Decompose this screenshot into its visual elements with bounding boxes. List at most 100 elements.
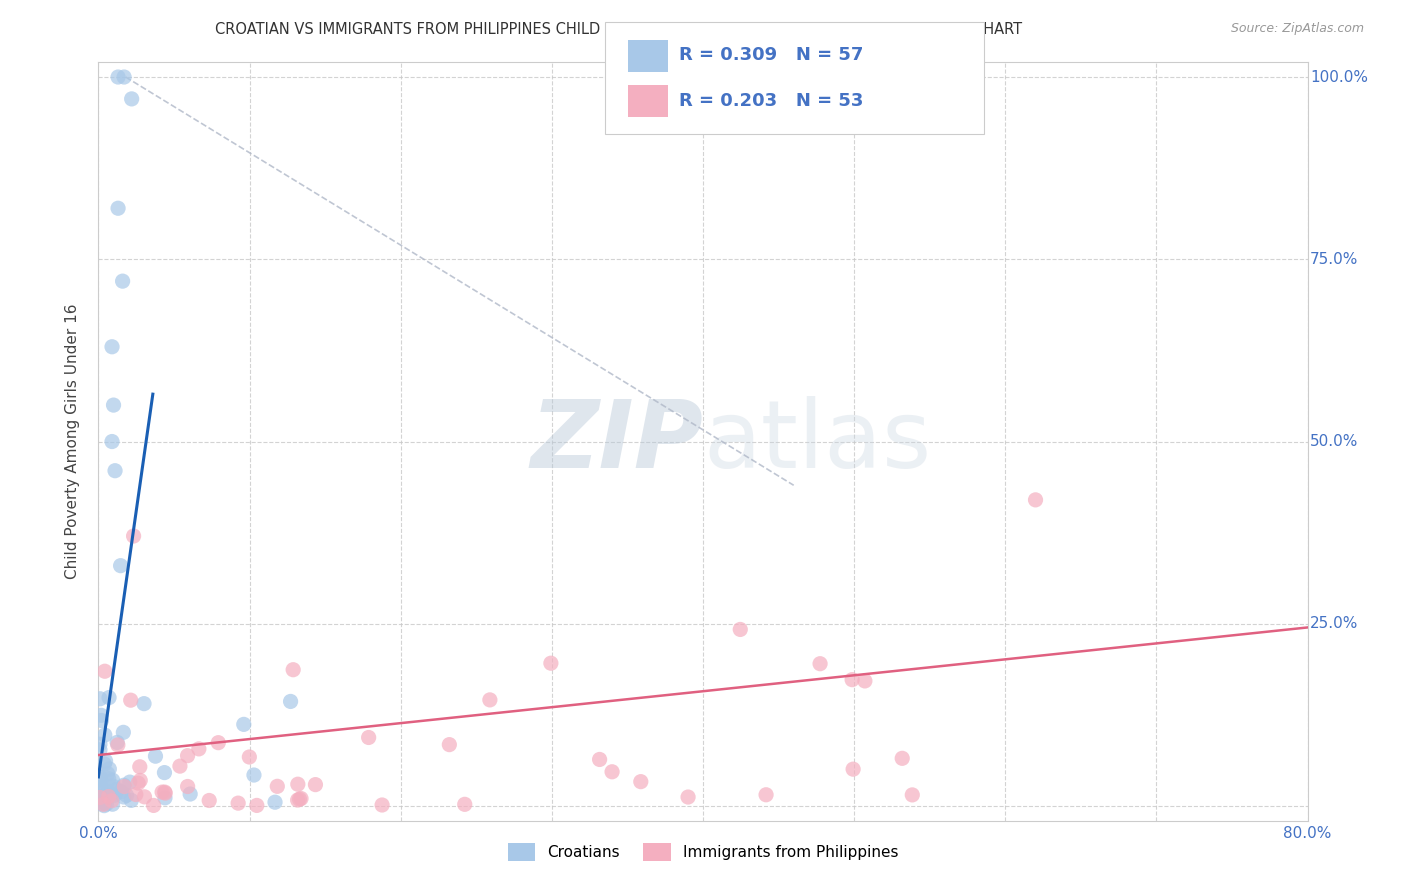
Text: atlas: atlas xyxy=(703,395,931,488)
Point xyxy=(207,736,229,750)
Point xyxy=(169,759,191,773)
Point xyxy=(97,789,120,804)
Point xyxy=(150,785,173,799)
Point xyxy=(283,663,305,677)
Point xyxy=(90,708,112,723)
Point xyxy=(588,752,610,766)
Point xyxy=(129,773,152,788)
Point xyxy=(120,793,142,807)
Point xyxy=(853,673,876,688)
Point xyxy=(155,786,177,800)
Point xyxy=(128,760,150,774)
Point xyxy=(600,764,623,779)
Point xyxy=(842,762,865,776)
Point xyxy=(304,778,326,792)
Point xyxy=(93,795,115,809)
Point xyxy=(264,795,287,809)
Point xyxy=(232,717,254,731)
Point xyxy=(676,790,699,805)
Point xyxy=(755,788,778,802)
Point xyxy=(153,785,176,799)
Text: 75.0%: 75.0% xyxy=(1310,252,1358,267)
Text: R = 0.309   N = 57: R = 0.309 N = 57 xyxy=(679,46,863,64)
Point xyxy=(97,772,120,786)
Point xyxy=(89,772,111,787)
Point xyxy=(103,398,125,412)
Point xyxy=(288,792,311,806)
Text: Source: ZipAtlas.com: Source: ZipAtlas.com xyxy=(1230,22,1364,36)
Point xyxy=(104,464,127,478)
Point xyxy=(121,92,143,106)
Point xyxy=(97,766,120,780)
Point xyxy=(112,778,135,792)
Point xyxy=(89,780,111,794)
Point xyxy=(101,773,124,788)
Point xyxy=(93,798,115,813)
Point xyxy=(540,657,562,671)
Point xyxy=(357,731,380,745)
Point xyxy=(134,789,156,804)
Point xyxy=(125,788,148,802)
Point xyxy=(101,434,124,449)
Text: 25.0%: 25.0% xyxy=(1310,616,1358,632)
Point xyxy=(153,790,176,805)
Point xyxy=(98,762,121,776)
Point xyxy=(110,784,132,798)
Point xyxy=(287,777,309,791)
Text: ZIP: ZIP xyxy=(530,395,703,488)
Point xyxy=(97,785,120,799)
Point xyxy=(100,794,122,808)
Point xyxy=(89,771,111,785)
Point xyxy=(176,748,198,763)
Point xyxy=(179,787,201,801)
Point xyxy=(1024,492,1046,507)
Point xyxy=(145,749,167,764)
Point xyxy=(112,725,135,739)
Point xyxy=(101,797,124,812)
Point xyxy=(96,787,118,801)
Point xyxy=(238,750,260,764)
Point xyxy=(127,776,149,790)
Point xyxy=(132,697,155,711)
Point xyxy=(115,789,138,803)
Point xyxy=(808,657,831,671)
Point xyxy=(94,665,117,679)
Point xyxy=(153,765,176,780)
Point xyxy=(89,777,111,791)
Point xyxy=(107,70,129,84)
Point xyxy=(101,340,124,354)
Point xyxy=(176,780,198,794)
Point xyxy=(93,757,115,772)
Point xyxy=(142,798,165,813)
Text: 100.0%: 100.0% xyxy=(1310,70,1368,85)
Point xyxy=(290,791,312,805)
Point xyxy=(266,780,288,794)
Point xyxy=(901,788,924,802)
Text: 50.0%: 50.0% xyxy=(1310,434,1358,449)
Point xyxy=(226,796,249,810)
Point xyxy=(439,738,461,752)
Point xyxy=(89,790,111,805)
Point xyxy=(111,274,134,288)
Legend: Croatians, Immigrants from Philippines: Croatians, Immigrants from Philippines xyxy=(502,837,904,868)
Point xyxy=(120,693,142,707)
Point xyxy=(112,789,135,804)
Point xyxy=(94,754,117,768)
Point xyxy=(243,768,266,782)
Point xyxy=(246,798,269,813)
Point xyxy=(101,779,124,793)
Point xyxy=(107,201,129,215)
Point xyxy=(110,558,132,573)
Point xyxy=(122,529,145,543)
Point xyxy=(89,743,111,757)
Point xyxy=(89,737,111,751)
Point xyxy=(630,774,652,789)
Point xyxy=(478,693,501,707)
Point xyxy=(371,797,394,812)
Point xyxy=(118,775,141,789)
Text: CROATIAN VS IMMIGRANTS FROM PHILIPPINES CHILD POVERTY AMONG GIRLS UNDER 16 CORRE: CROATIAN VS IMMIGRANTS FROM PHILIPPINES … xyxy=(215,22,1022,37)
Point xyxy=(841,673,863,687)
Point xyxy=(198,793,221,807)
Point xyxy=(96,788,118,802)
Point xyxy=(105,735,128,749)
